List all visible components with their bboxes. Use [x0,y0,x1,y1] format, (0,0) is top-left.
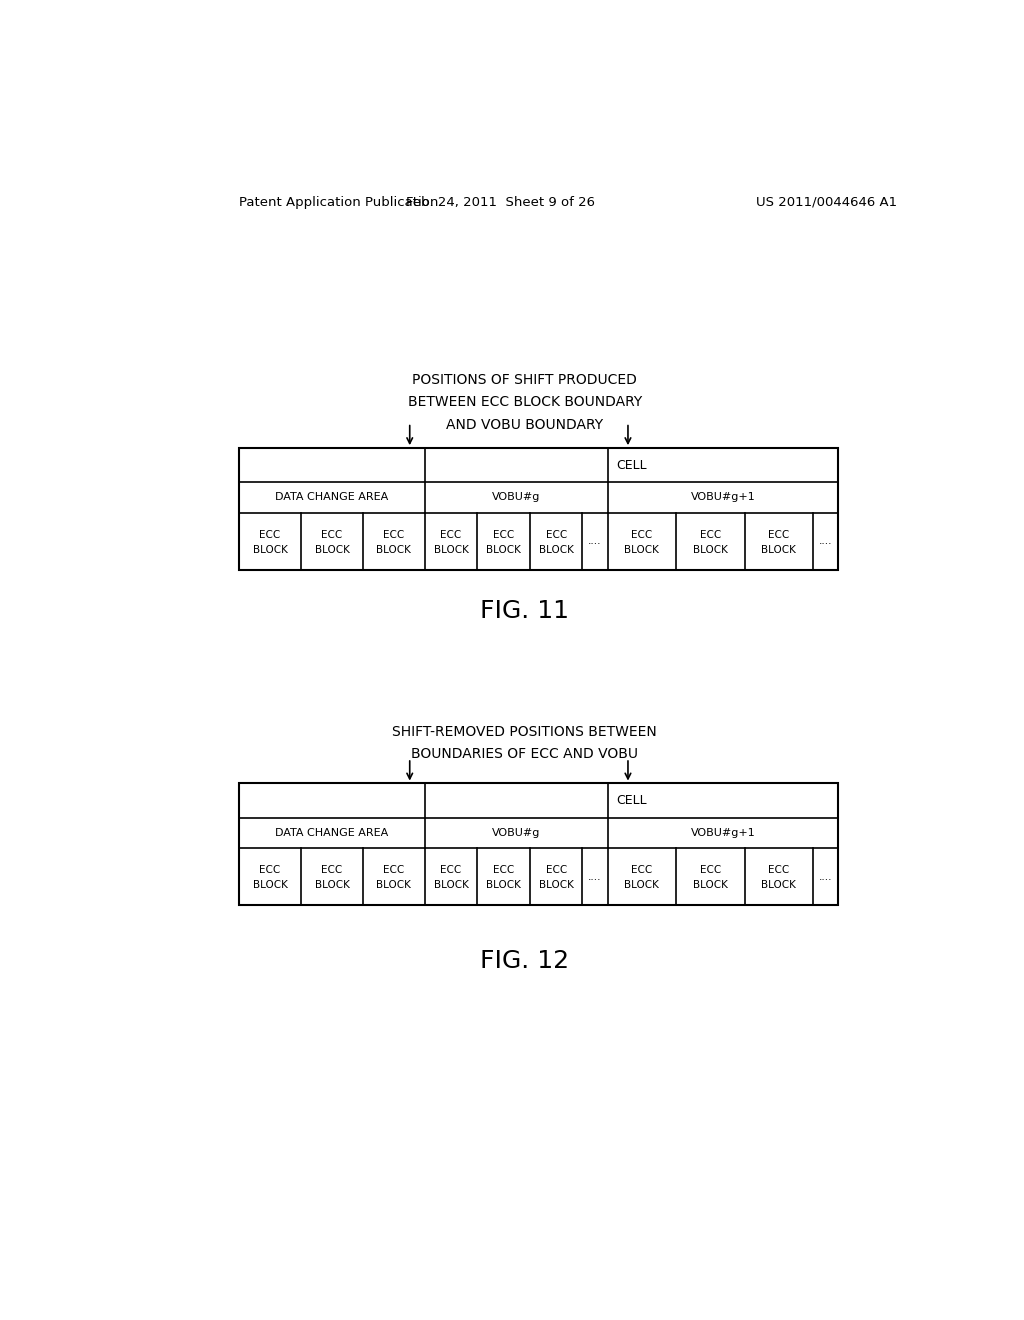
Text: ....: .... [819,871,833,882]
Text: ECC: ECC [768,529,790,540]
Text: AND VOBU BOUNDARY: AND VOBU BOUNDARY [446,417,603,432]
Text: ECC: ECC [699,529,721,540]
Text: ECC: ECC [440,529,462,540]
Text: BETWEEN ECC BLOCK BOUNDARY: BETWEEN ECC BLOCK BOUNDARY [408,395,642,409]
Text: ECC: ECC [493,529,514,540]
Text: BLOCK: BLOCK [693,880,728,891]
Text: BOUNDARIES OF ECC AND VOBU: BOUNDARIES OF ECC AND VOBU [412,747,638,762]
Text: ECC: ECC [322,865,343,875]
Text: DATA CHANGE AREA: DATA CHANGE AREA [275,828,388,838]
Text: BLOCK: BLOCK [377,880,412,891]
Text: ....: .... [588,536,602,546]
Text: ECC: ECC [699,865,721,875]
Text: FIG. 12: FIG. 12 [480,949,569,973]
Text: VOBU#g+1: VOBU#g+1 [690,828,756,838]
Text: ECC: ECC [493,865,514,875]
Text: BLOCK: BLOCK [762,880,797,891]
Text: SHIFT-REMOVED POSITIONS BETWEEN: SHIFT-REMOVED POSITIONS BETWEEN [392,725,657,739]
Text: ECC: ECC [322,529,343,540]
Text: ....: .... [819,536,833,546]
Text: ECC: ECC [631,529,652,540]
Text: BLOCK: BLOCK [625,545,659,554]
Text: BLOCK: BLOCK [314,545,349,554]
Text: BLOCK: BLOCK [434,880,469,891]
Text: Patent Application Publication: Patent Application Publication [240,195,438,209]
Text: BLOCK: BLOCK [486,545,521,554]
Bar [240,447,839,570]
Text: BLOCK: BLOCK [434,545,469,554]
Text: BLOCK: BLOCK [486,880,521,891]
Text: VOBU#g: VOBU#g [492,828,541,838]
Text: DATA CHANGE AREA: DATA CHANGE AREA [275,492,388,503]
Text: ECC: ECC [440,865,462,875]
Text: VOBU#g: VOBU#g [492,492,541,503]
Text: BLOCK: BLOCK [314,880,349,891]
Text: ECC: ECC [259,865,281,875]
Text: ECC: ECC [768,865,790,875]
Text: CELL: CELL [616,458,647,471]
Text: BLOCK: BLOCK [253,880,288,891]
Text: BLOCK: BLOCK [539,880,573,891]
Text: BLOCK: BLOCK [693,545,728,554]
Text: ECC: ECC [546,865,567,875]
Text: BLOCK: BLOCK [377,545,412,554]
Text: ECC: ECC [546,529,567,540]
Text: POSITIONS OF SHIFT PRODUCED: POSITIONS OF SHIFT PRODUCED [413,374,637,387]
Text: VOBU#g+1: VOBU#g+1 [690,492,756,503]
Bar [240,784,839,906]
Text: ECC: ECC [631,865,652,875]
Text: ECC: ECC [383,529,404,540]
Text: US 2011/0044646 A1: US 2011/0044646 A1 [756,195,897,209]
Text: ....: .... [588,871,602,882]
Text: ECC: ECC [259,529,281,540]
Text: BLOCK: BLOCK [625,880,659,891]
Text: ECC: ECC [383,865,404,875]
Text: CELL: CELL [616,795,647,807]
Text: Feb. 24, 2011  Sheet 9 of 26: Feb. 24, 2011 Sheet 9 of 26 [407,195,596,209]
Text: FIG. 11: FIG. 11 [480,599,569,623]
Text: BLOCK: BLOCK [539,545,573,554]
Text: BLOCK: BLOCK [762,545,797,554]
Text: BLOCK: BLOCK [253,545,288,554]
